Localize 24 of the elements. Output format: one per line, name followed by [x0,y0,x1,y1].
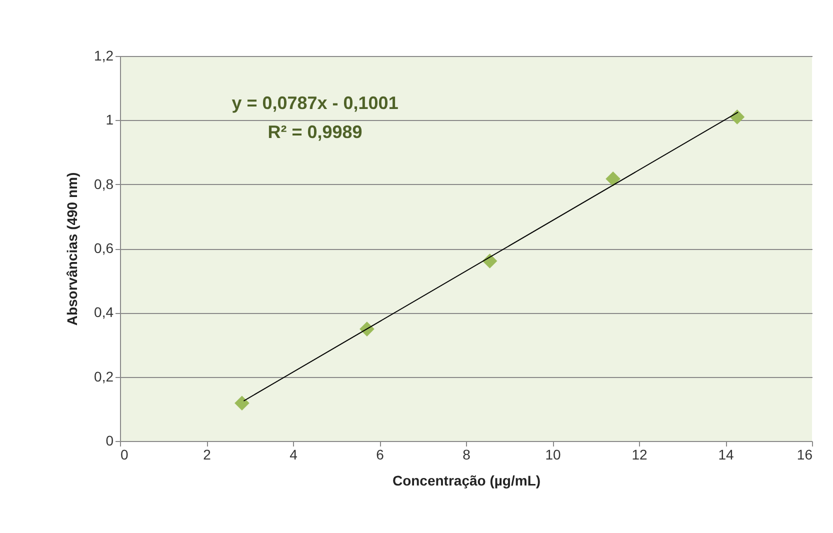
x-tick-label: 4 [290,446,298,462]
annotation: y = 0,0787x - 0,1001 [232,93,398,113]
y-tick-label: 0,8 [94,176,114,192]
x-tick-label: 6 [376,446,384,462]
x-tick-label: 14 [718,446,734,462]
y-tick-label: 0,4 [94,304,114,320]
x-tick-label: 8 [462,446,471,462]
x-axis-title: Concentração (µg/mL) [392,472,541,488]
point [606,171,620,186]
x-tick-label: 12 [632,446,648,462]
y-tick-label: 0 [106,432,114,448]
point [234,396,250,411]
y-tick-label: 1,2 [94,48,114,64]
point [482,254,498,268]
x-tick-label: 10 [545,446,561,462]
x-tick-label: 2 [203,446,212,462]
y-tick-label: 0,2 [94,368,114,384]
y-tick-label: 1 [106,112,114,128]
point [730,110,745,124]
x-tick-label: 16 [796,446,813,462]
x-tick-label: 0 [120,446,128,462]
y-axis-title: Absorvâncias (490 nm) [64,172,80,326]
y-tick-label: 0,6 [94,240,114,256]
annotation: R² = 0,9989 [268,122,362,142]
